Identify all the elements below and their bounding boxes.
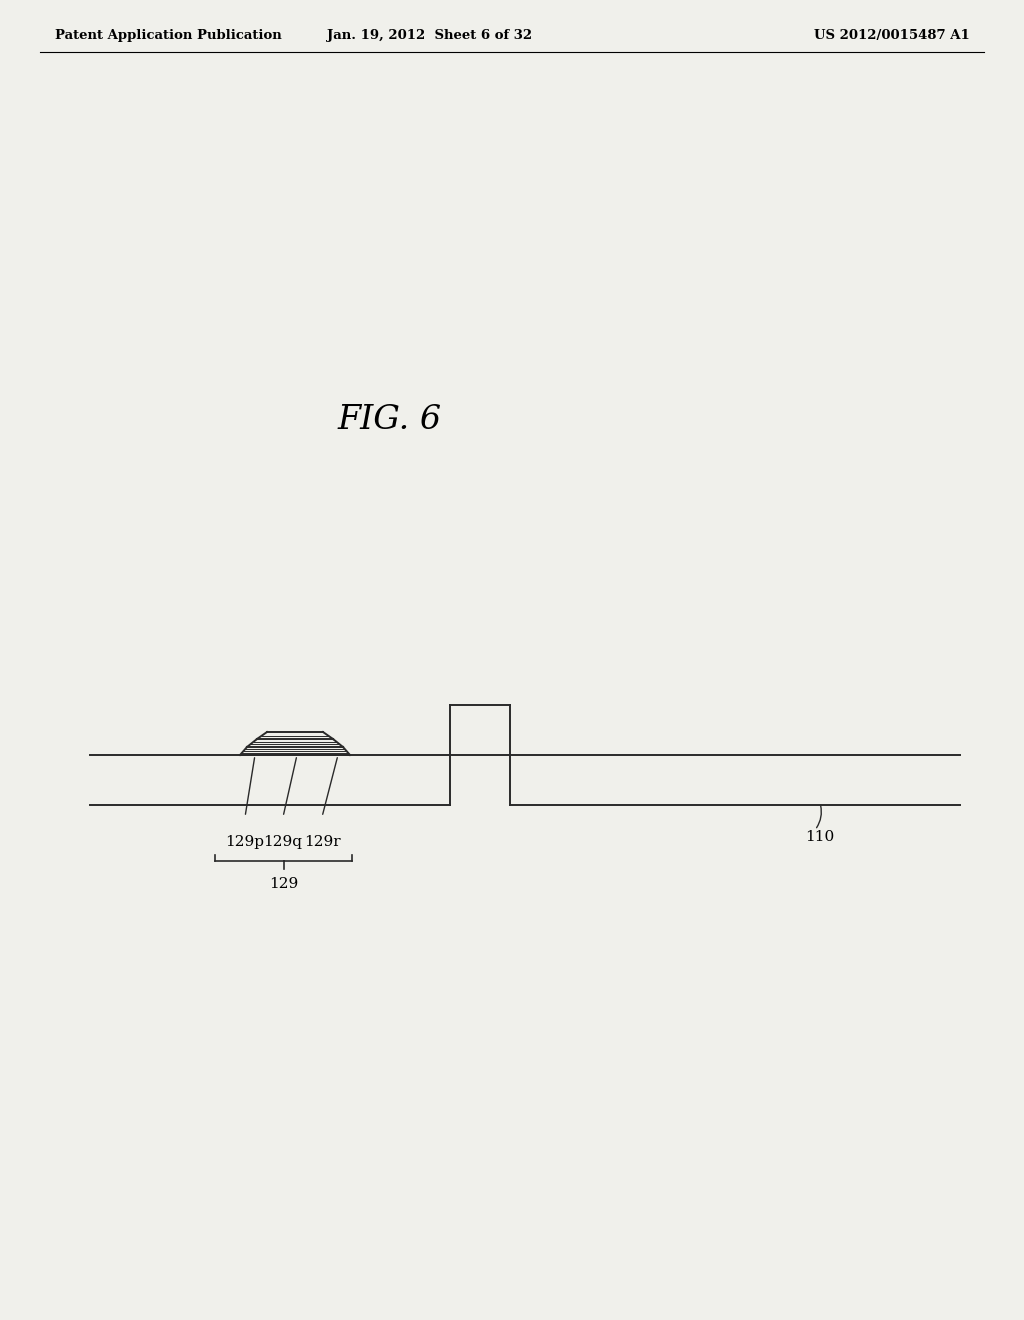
Text: 129p: 129p (225, 836, 264, 849)
Text: 110: 110 (805, 830, 835, 843)
Text: 129r: 129r (304, 836, 340, 849)
Text: 129: 129 (269, 876, 298, 891)
Text: FIG. 6: FIG. 6 (338, 404, 442, 436)
Text: Patent Application Publication: Patent Application Publication (55, 29, 282, 41)
Text: 129q: 129q (263, 836, 302, 849)
Text: Jan. 19, 2012  Sheet 6 of 32: Jan. 19, 2012 Sheet 6 of 32 (328, 29, 532, 41)
Text: US 2012/0015487 A1: US 2012/0015487 A1 (814, 29, 970, 41)
